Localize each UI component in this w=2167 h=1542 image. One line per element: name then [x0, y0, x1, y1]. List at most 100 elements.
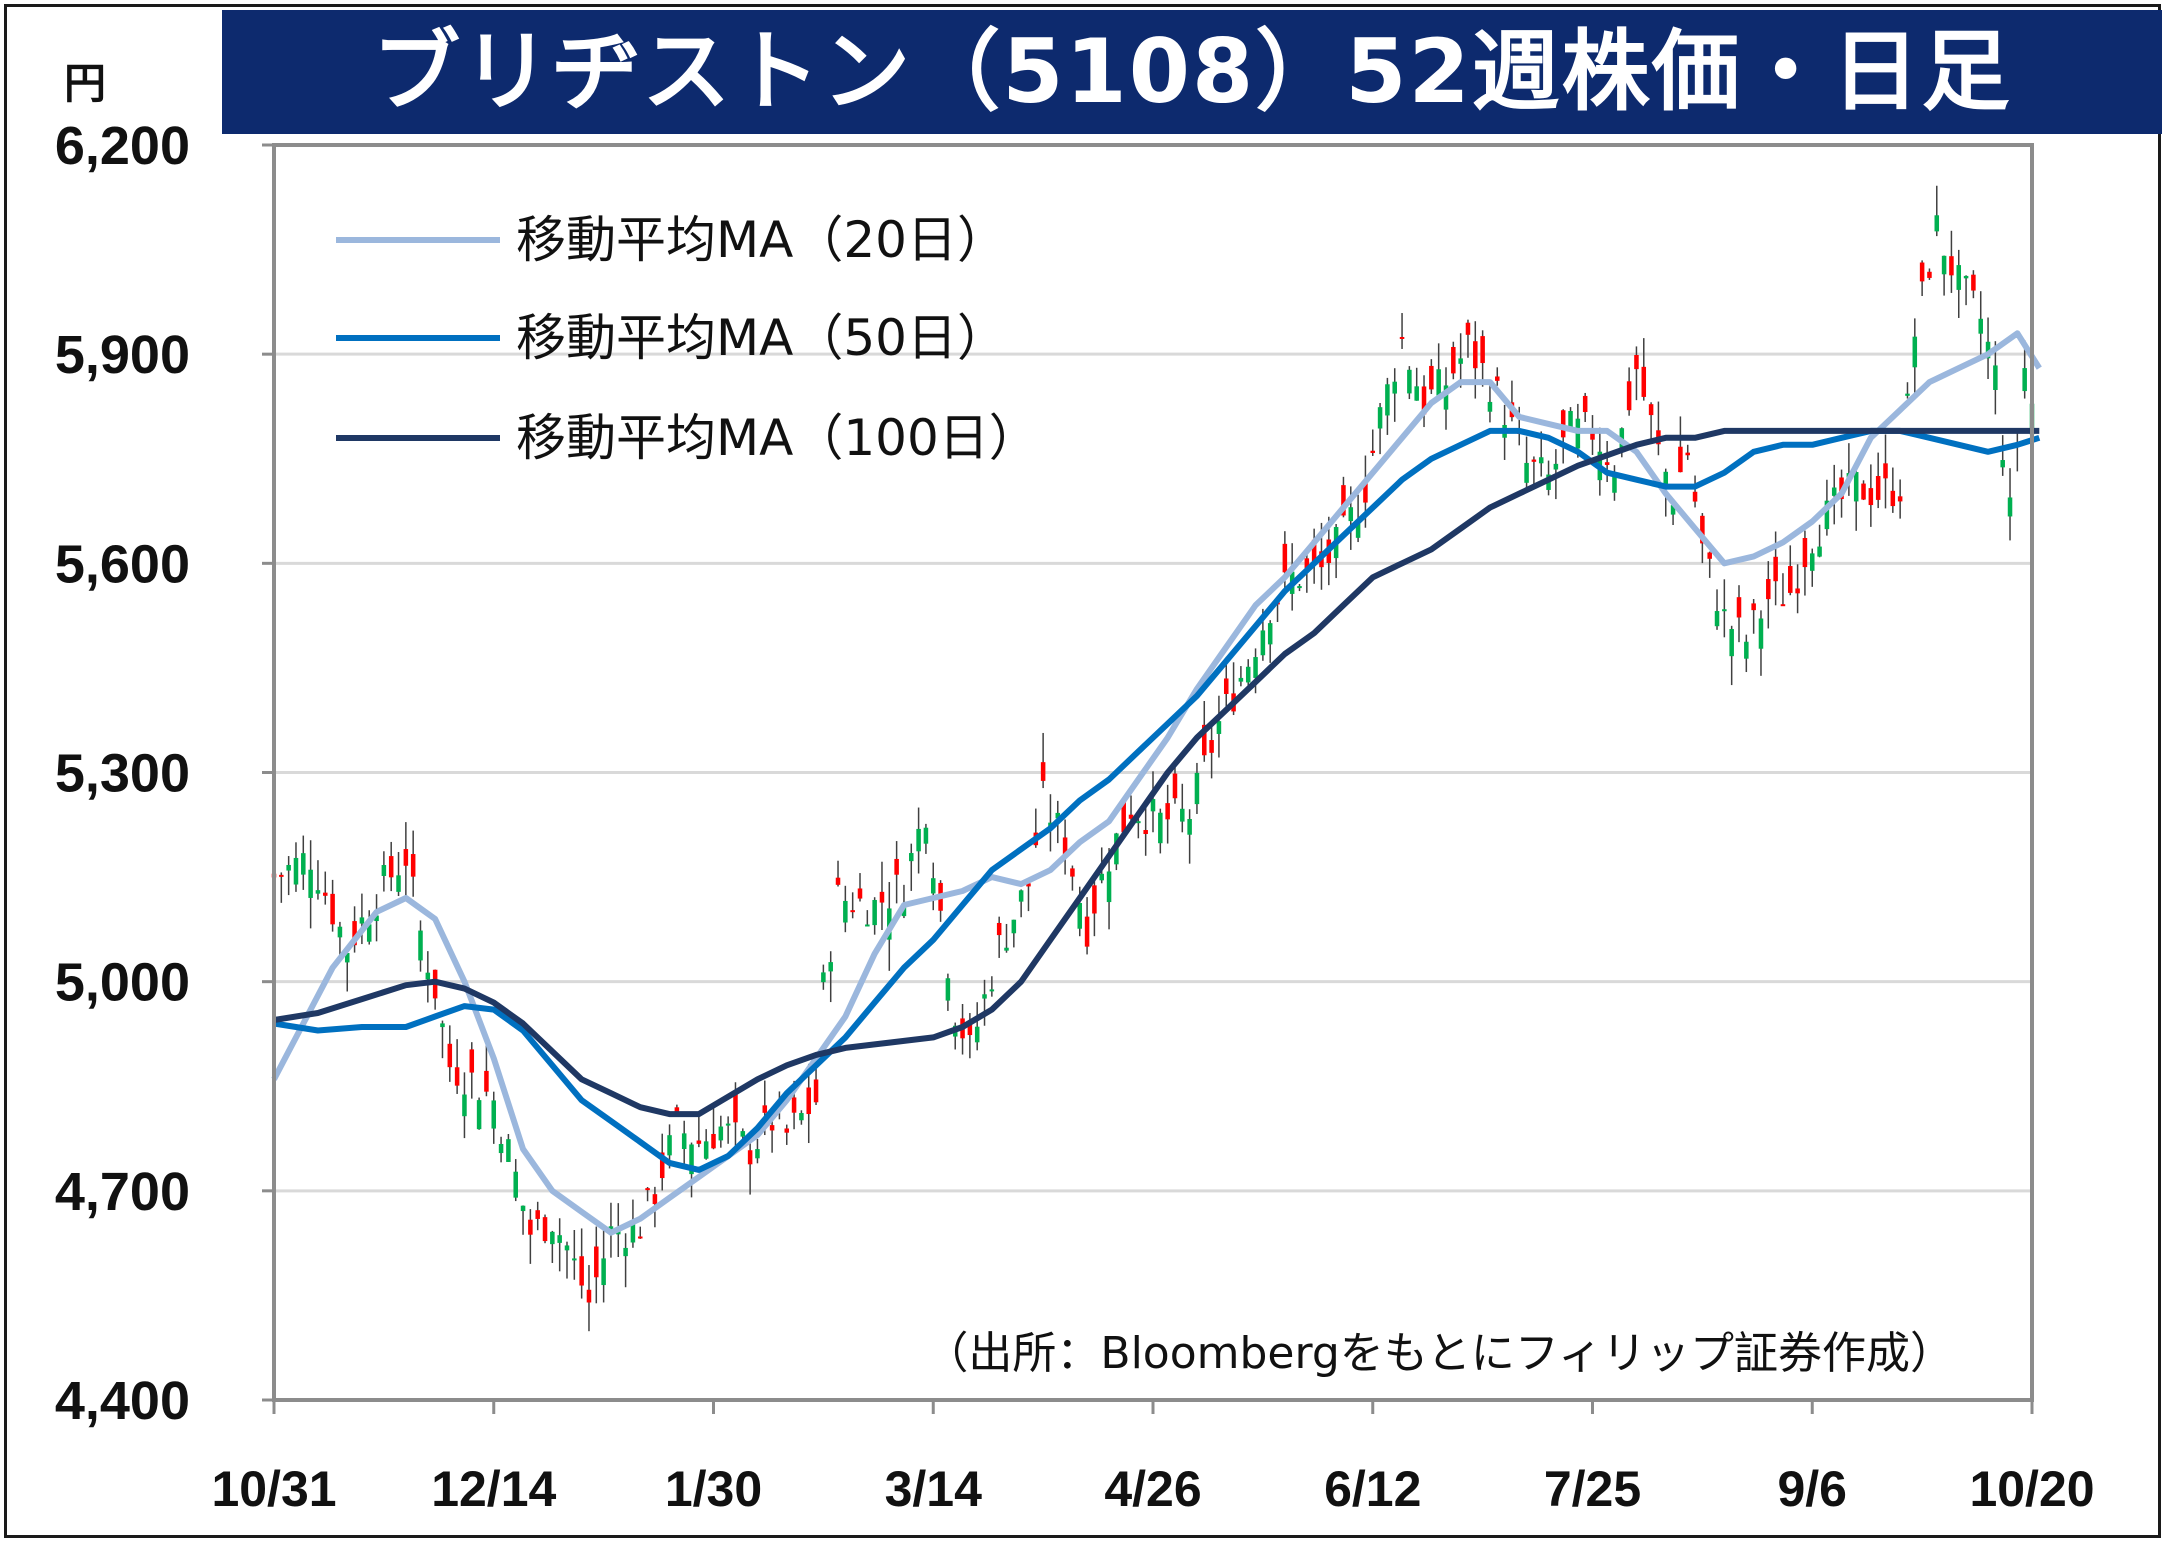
candle-down [784, 1128, 790, 1133]
candle-down [1282, 543, 1288, 573]
candle-up [286, 864, 291, 871]
candle-down [1590, 432, 1595, 440]
candle-down [1788, 566, 1793, 593]
candle-down [403, 849, 409, 866]
candle-down [388, 856, 394, 878]
candle-down [769, 1125, 775, 1131]
candle-up [308, 869, 313, 898]
candle-up [425, 972, 431, 980]
candle-down [1919, 262, 1925, 282]
candle-up [667, 1135, 672, 1156]
candle-down [469, 1049, 475, 1073]
candle-down [594, 1246, 599, 1278]
candle-up [623, 1247, 628, 1257]
candle-down [1780, 604, 1786, 607]
candle-up [1348, 507, 1354, 522]
candle-down [762, 1105, 768, 1113]
candle-down [1582, 395, 1588, 413]
candle-down [1700, 515, 1705, 544]
candle-up [1538, 457, 1544, 464]
candle-down [1128, 814, 1134, 819]
candle-up [843, 900, 848, 923]
candle-down [1026, 883, 1031, 887]
candle-down [1766, 579, 1771, 600]
candle-up [989, 989, 995, 992]
candle-down [1143, 830, 1148, 835]
candle-down [1692, 491, 1698, 502]
candle-up [1238, 677, 1244, 682]
candle-up [491, 1100, 497, 1129]
candle-down [1304, 558, 1310, 569]
candle-down [1626, 381, 1632, 411]
candle-up [1934, 215, 1940, 232]
candle-down [674, 1107, 680, 1112]
candle-up [1722, 609, 1727, 612]
candle-up [1817, 546, 1822, 557]
candle-up [703, 1141, 709, 1159]
candle-up [1714, 611, 1720, 627]
candle-up [718, 1126, 724, 1141]
candle-down [806, 1087, 811, 1115]
candle-up [1004, 947, 1009, 951]
candle-up [1106, 871, 1112, 903]
candle-up [1018, 890, 1024, 902]
candle-up [1267, 623, 1273, 645]
candle-down [1429, 365, 1434, 390]
candle-up [982, 994, 987, 999]
candle-up [1912, 336, 1918, 368]
candle-up [930, 878, 936, 894]
candle-up [572, 1258, 577, 1261]
candle-up [418, 930, 423, 961]
candle-up [740, 1131, 746, 1137]
candle-up [1055, 812, 1061, 819]
candle-down [1641, 366, 1647, 397]
candle-down [1531, 459, 1537, 462]
candle-down [1773, 556, 1778, 582]
candle-down [1070, 868, 1075, 877]
candle-down [1897, 496, 1903, 502]
candle-down [1399, 336, 1405, 339]
candle-down [711, 1133, 716, 1149]
candle-down [1648, 404, 1654, 416]
candle-down [1949, 256, 1954, 276]
candle-down [894, 858, 899, 875]
candle-up [1407, 369, 1412, 394]
candle-up [630, 1220, 636, 1243]
candle-up [1414, 386, 1419, 401]
candle-down [279, 874, 284, 877]
candle-down [1736, 597, 1742, 618]
candle-down [1311, 539, 1317, 564]
candle-up [1487, 401, 1493, 412]
candle-down [696, 1140, 702, 1144]
y-axis-ticks: 4,400 4,700 5,000 5,300 5,600 5,900 6,200 [55, 116, 274, 1431]
candle-down [1465, 322, 1471, 335]
x-tick-label: 4/26 [1104, 1461, 1201, 1517]
y-tick-label: 6,200 [55, 116, 190, 176]
y-tick-label: 5,900 [55, 325, 190, 385]
candle-up [557, 1235, 562, 1243]
candle-down [857, 888, 863, 899]
candle-up [1758, 618, 1764, 649]
x-tick-label: 6/12 [1324, 1461, 1421, 1517]
ma100-line [273, 427, 2040, 1118]
candle-down [1604, 462, 1610, 465]
candle-up [440, 1023, 445, 1028]
legend-label-ma100: 移動平均MA（100日） [516, 409, 1039, 467]
candle-up [1524, 462, 1529, 483]
candle-down [1802, 537, 1808, 568]
candle-down [747, 1150, 753, 1165]
candle-up [1194, 772, 1200, 805]
x-tick-label: 12/14 [431, 1461, 556, 1517]
candle-down [579, 1256, 584, 1286]
candle-down [1707, 552, 1712, 559]
candle-up [513, 1171, 518, 1198]
x-tick-label: 10/31 [211, 1461, 336, 1517]
candle-down [1209, 740, 1214, 753]
candle-up [872, 899, 877, 926]
candle-up [689, 1144, 694, 1175]
candle-up [1905, 393, 1910, 396]
candle-up [301, 853, 306, 875]
candle-up [1011, 919, 1017, 934]
x-tick-label: 10/20 [1969, 1461, 2094, 1517]
candle-down [659, 1152, 665, 1179]
